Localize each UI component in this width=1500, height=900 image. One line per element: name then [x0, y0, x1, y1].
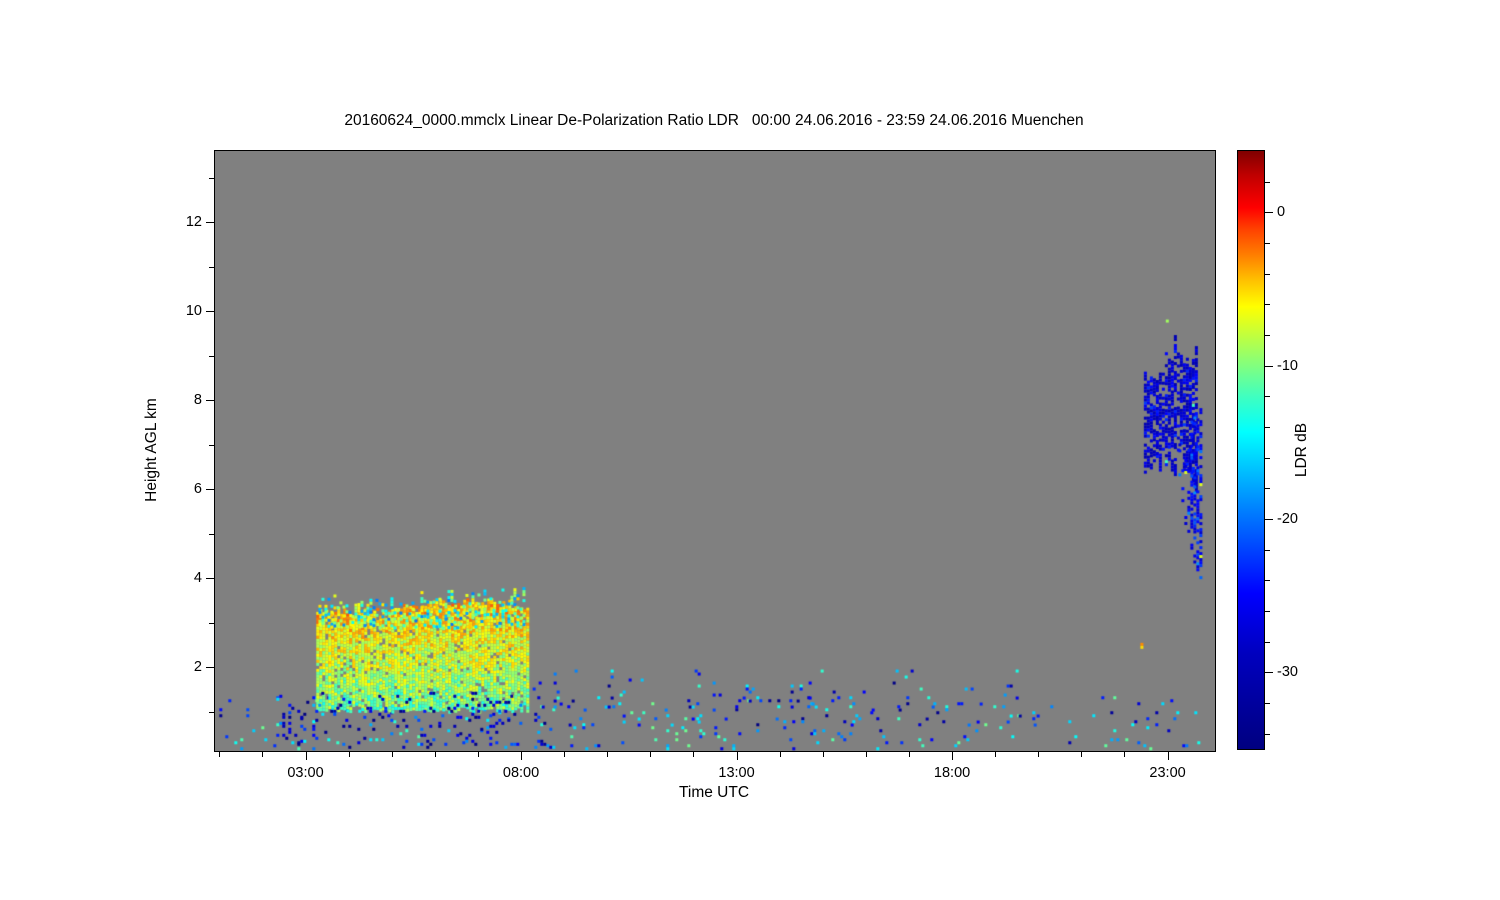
y-tick-mark — [206, 578, 215, 580]
x-tick-label: 03:00 — [287, 765, 324, 781]
y-tick-minor — [209, 266, 215, 268]
radar-heatmap-image — [215, 151, 1215, 751]
colorbar-tick-minor — [1264, 243, 1270, 244]
colorbar-tick-minor — [1264, 181, 1270, 183]
x-tick-mark — [736, 751, 738, 760]
y-tick-minor — [209, 533, 215, 535]
x-tick-minor — [650, 751, 652, 757]
colorbar-tick-minor — [1264, 703, 1270, 704]
y-tick-label: 2 — [193, 659, 202, 676]
colorbar-label: LDR dB — [1293, 422, 1310, 478]
colorbar-tick-minor — [1264, 304, 1270, 306]
x-tick-minor — [693, 751, 695, 757]
x-axis-label: Time UTC — [678, 784, 750, 801]
x-tick-minor — [1081, 751, 1083, 757]
x-tick-label: 08:00 — [502, 765, 540, 781]
x-tick-minor — [908, 751, 910, 757]
y-axis-label: Height AGL km — [143, 398, 160, 502]
colorbar-tick-minor — [1264, 580, 1270, 582]
colorbar-tick-mark — [1264, 672, 1273, 674]
colorbar-tick-mark — [1264, 365, 1273, 367]
colorbar-gradient — [1238, 151, 1264, 749]
colorbar-tick-label: 0 — [1277, 204, 1286, 221]
x-tick-minor — [1038, 751, 1040, 757]
y-tick-label: 4 — [193, 570, 202, 587]
x-tick-label: 13:00 — [718, 765, 755, 781]
x-tick-minor — [477, 751, 479, 757]
y-tick-mark — [206, 667, 215, 669]
plot-axes: 2 4 6 8 10 12 03:00 08:00 13:00 18:00 23:00 — [186, 150, 1216, 781]
colorbar-tick-label: -20 — [1277, 511, 1298, 527]
x-tick-minor — [348, 751, 350, 757]
colorbar: 0 -10 -20 -30 — [1237, 150, 1298, 750]
x-tick-minor — [995, 751, 997, 757]
colorbar-tick-minor — [1264, 335, 1270, 336]
x-tick-minor — [564, 751, 566, 757]
y-tick-mark — [206, 400, 215, 402]
x-tick-minor — [391, 751, 393, 757]
y-tick-mark — [206, 489, 215, 491]
y-tick-label: 12 — [185, 214, 202, 231]
colorbar-tick-minor — [1264, 273, 1270, 275]
x-tick-label: 23:00 — [1149, 765, 1186, 781]
colorbar-tick-minor — [1264, 641, 1270, 643]
x-tick-mark — [952, 751, 954, 760]
y-tick-minor — [209, 711, 215, 713]
y-tick-minor — [209, 177, 215, 179]
colorbar-tick-minor — [1264, 457, 1270, 459]
colorbar-tick-minor — [1264, 488, 1270, 490]
x-tick-minor — [262, 751, 264, 757]
colorbar-tick-minor — [1264, 427, 1270, 428]
x-tick-minor — [1124, 751, 1126, 757]
colorbar-tick-minor — [1264, 611, 1270, 612]
y-tick-label: 10 — [185, 303, 202, 320]
page-title: 20160624_0000.mmclx Linear De-Polarizati… — [344, 112, 1084, 129]
x-tick-mark — [1167, 751, 1169, 760]
x-tick-minor — [219, 751, 221, 757]
y-tick-minor — [209, 444, 215, 446]
y-tick-label: 6 — [193, 481, 202, 498]
x-tick-minor — [865, 751, 867, 757]
y-tick-label: 8 — [193, 392, 202, 409]
x-tick-minor — [607, 751, 609, 757]
colorbar-tick-mark — [1264, 519, 1273, 520]
colorbar-tick-minor — [1264, 733, 1270, 735]
colorbar-tick-minor — [1264, 549, 1270, 551]
colorbar-tick-label: -30 — [1277, 664, 1298, 681]
x-tick-mark — [521, 751, 523, 760]
x-tick-minor — [434, 751, 436, 757]
x-tick-minor — [779, 751, 781, 757]
y-tick-mark — [206, 222, 215, 224]
y-tick-mark — [206, 311, 215, 313]
colorbar-tick-minor — [1264, 396, 1270, 398]
colorbar-tick-mark — [1264, 212, 1273, 214]
y-tick-minor — [209, 355, 215, 357]
colorbar-tick-label: -10 — [1277, 357, 1298, 374]
x-tick-mark — [305, 751, 307, 760]
x-tick-minor — [822, 751, 824, 757]
x-tick-label: 18:00 — [933, 765, 971, 781]
y-tick-minor — [209, 622, 215, 624]
